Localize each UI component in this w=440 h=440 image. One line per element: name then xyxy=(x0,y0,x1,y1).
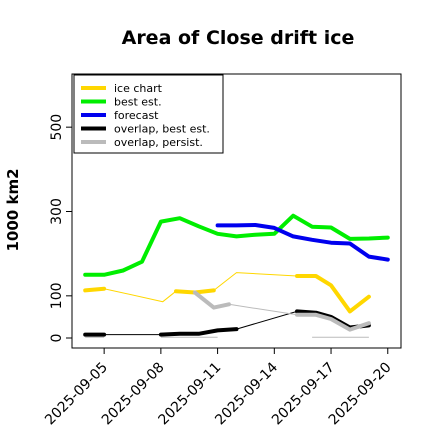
legend-label-ice-chart: ice chart xyxy=(114,82,163,95)
legend-label-overlap-persist: overlap, persist. xyxy=(114,136,203,149)
connector-line-line xyxy=(228,303,298,316)
legend-label-forecast: forecast xyxy=(114,109,159,122)
series-overlap-persist-line xyxy=(192,290,231,310)
y-axis-label: 1000 km2 xyxy=(4,168,22,251)
series-forecast-line xyxy=(215,223,390,262)
series-overlap-persist-line xyxy=(295,312,371,332)
series-best-est-line xyxy=(83,213,390,277)
y-tick-label: 500 xyxy=(49,114,65,141)
series-ice-chart-line xyxy=(295,274,371,314)
series-layer xyxy=(83,213,390,338)
series-overlap-best-est-line xyxy=(158,327,239,337)
legend-label-overlap-best-est: overlap, best est. xyxy=(114,123,210,136)
y-axis: 0 100 300 500 xyxy=(49,114,72,343)
y-tick-label: 100 xyxy=(49,282,65,309)
y-tick-label: 300 xyxy=(49,198,65,225)
legend-label-best-est: best est. xyxy=(114,96,162,109)
chart-title: Area of Close drift ice xyxy=(122,27,355,49)
y-tick-label: 0 xyxy=(49,334,65,343)
connector-line-line xyxy=(236,310,298,330)
connector-line-line xyxy=(213,272,298,291)
x-axis: 2025-09-052025-09-082025-09-112025-09-14… xyxy=(42,348,395,428)
series-ice-chart-line xyxy=(83,286,107,293)
connector-line-line xyxy=(103,288,177,303)
